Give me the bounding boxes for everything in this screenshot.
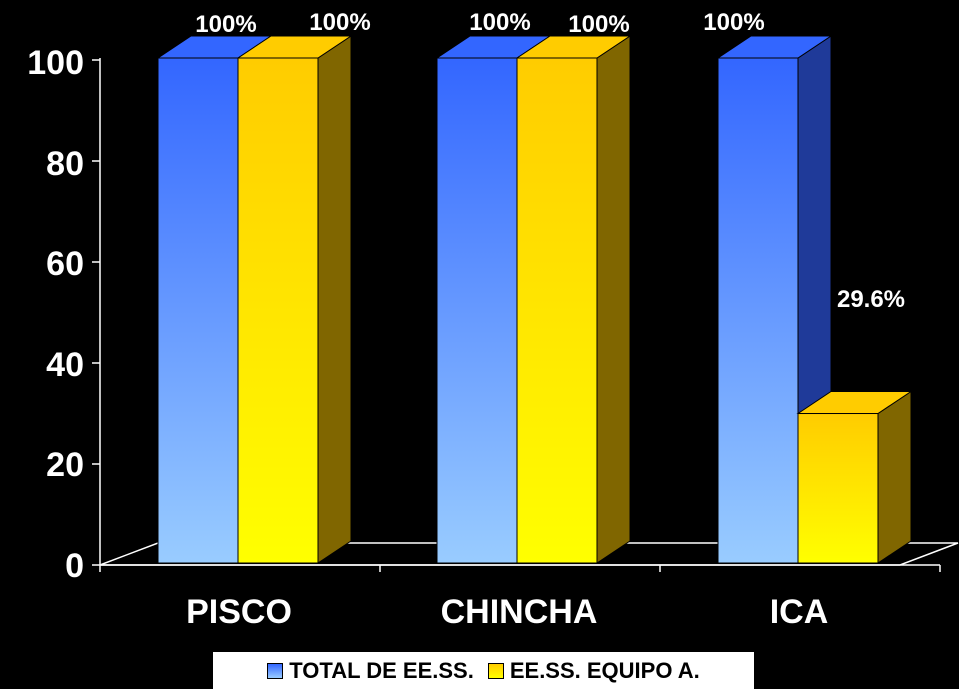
bar-front [237,57,319,564]
category-label-chincha: CHINCHA [441,593,598,631]
legend-swatch-yellow [487,662,504,679]
y-tick-label: 40 [46,346,84,384]
y-tick-label: 0 [65,547,84,585]
y-tick-label: 20 [46,446,84,484]
data-label: 100% [195,11,256,38]
y-tick-label: 60 [46,245,84,283]
bar-front [516,57,598,564]
y-axis [92,58,941,572]
bar-front [797,413,879,564]
bar-side [317,35,352,564]
bar-front [436,57,518,564]
y-tick-label: 100 [27,44,84,82]
data-labels: 100% 100% 100% 100% 100% 29.6% [195,9,905,313]
legend: TOTAL DE EE.SS. EE.SS. EQUIPO A. [213,652,754,689]
legend-label: TOTAL DE EE.SS. [289,657,474,683]
legend-item-total: TOTAL DE EE.SS. [267,658,474,684]
data-label: 100% [703,9,764,36]
bars [156,35,913,564]
data-label: 100% [469,9,530,36]
legend-swatch-blue [267,662,284,679]
bar-side [877,390,912,564]
bar [796,390,913,564]
data-label: 100% [309,9,370,36]
bar-side [596,35,631,564]
category-label-pisco: PISCO [186,593,292,631]
y-tick-label: 80 [46,145,84,183]
category-labels: PISCO CHINCHA ICA [186,593,828,631]
y-tick-labels: 0 20 40 60 80 100 [27,44,84,585]
data-label: 100% [568,11,629,38]
legend-item-equipo: EE.SS. EQUIPO A. [487,657,700,684]
legend-label: EE.SS. EQUIPO A. [509,657,700,683]
bar [515,35,632,564]
bar-front [717,57,799,564]
data-label: 29.6% [837,286,905,313]
category-label-ica: ICA [770,593,829,631]
bar [236,35,353,564]
bar-front [157,57,239,564]
